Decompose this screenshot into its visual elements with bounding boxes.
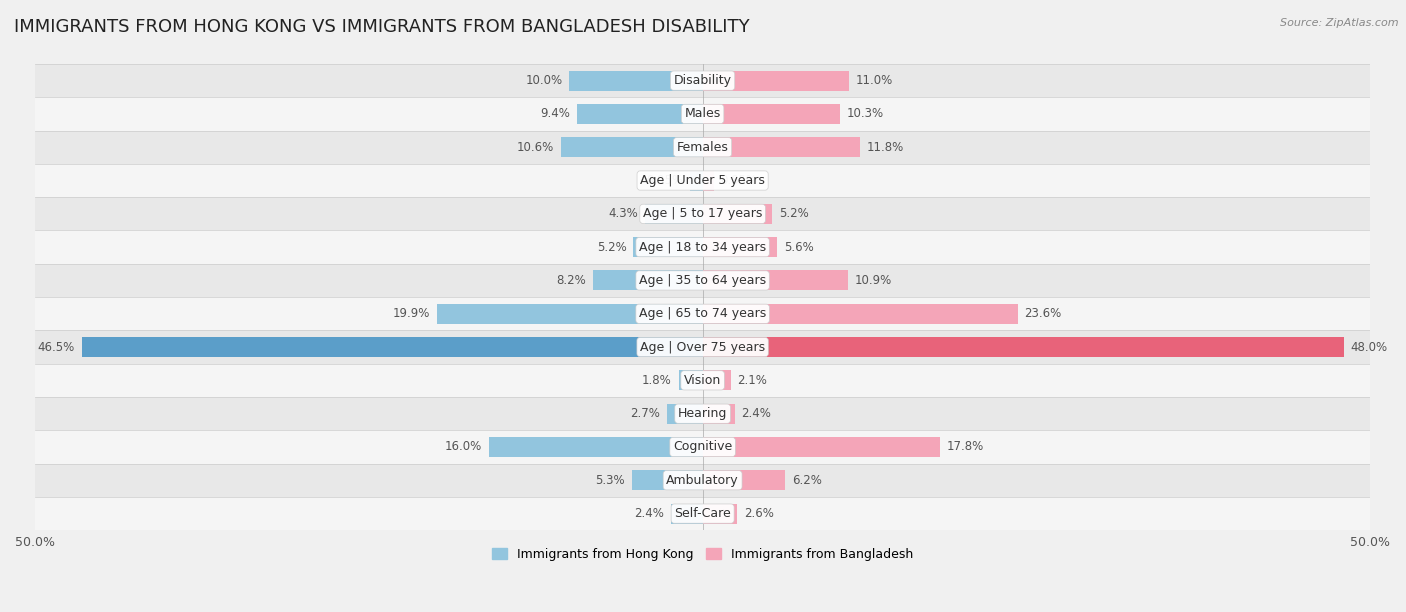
Text: Age | 18 to 34 years: Age | 18 to 34 years xyxy=(640,241,766,253)
Bar xyxy=(576,104,703,124)
Text: 10.6%: 10.6% xyxy=(517,141,554,154)
Text: 5.2%: 5.2% xyxy=(779,207,808,220)
Bar xyxy=(679,370,703,390)
Bar xyxy=(703,470,786,490)
Bar xyxy=(35,231,1371,264)
Text: 19.9%: 19.9% xyxy=(392,307,430,320)
Text: 10.3%: 10.3% xyxy=(846,108,884,121)
Text: 16.0%: 16.0% xyxy=(446,441,482,453)
Bar xyxy=(633,237,703,257)
Text: 17.8%: 17.8% xyxy=(948,441,984,453)
Text: Cognitive: Cognitive xyxy=(673,441,733,453)
Bar xyxy=(645,204,703,224)
Bar xyxy=(35,64,1371,97)
Bar xyxy=(703,171,714,190)
Bar xyxy=(35,364,1371,397)
Bar xyxy=(82,337,703,357)
Bar xyxy=(593,271,703,291)
Text: 48.0%: 48.0% xyxy=(1350,340,1388,354)
Text: Self-Care: Self-Care xyxy=(675,507,731,520)
Bar xyxy=(703,271,848,291)
Bar xyxy=(489,437,703,457)
Text: 5.6%: 5.6% xyxy=(785,241,814,253)
Text: Age | 35 to 64 years: Age | 35 to 64 years xyxy=(640,274,766,287)
Bar xyxy=(703,204,772,224)
Text: Ambulatory: Ambulatory xyxy=(666,474,740,487)
Bar xyxy=(703,404,735,424)
Bar xyxy=(35,297,1371,330)
Text: 4.3%: 4.3% xyxy=(609,207,638,220)
Bar xyxy=(35,164,1371,197)
Text: 11.8%: 11.8% xyxy=(868,141,904,154)
Text: Disability: Disability xyxy=(673,74,731,87)
Bar xyxy=(703,137,860,157)
Text: Age | 5 to 17 years: Age | 5 to 17 years xyxy=(643,207,762,220)
Text: Age | 65 to 74 years: Age | 65 to 74 years xyxy=(638,307,766,320)
Bar xyxy=(631,470,703,490)
Text: 9.4%: 9.4% xyxy=(540,108,571,121)
Bar xyxy=(437,304,703,324)
Bar xyxy=(561,137,703,157)
Bar xyxy=(671,504,703,524)
Bar xyxy=(35,97,1371,130)
Text: 2.7%: 2.7% xyxy=(630,407,659,420)
Bar xyxy=(703,504,737,524)
Bar xyxy=(35,330,1371,364)
Text: 5.2%: 5.2% xyxy=(596,241,627,253)
Bar xyxy=(35,130,1371,164)
Text: 2.6%: 2.6% xyxy=(744,507,773,520)
Text: 10.0%: 10.0% xyxy=(526,74,562,87)
Bar xyxy=(35,464,1371,497)
Text: Vision: Vision xyxy=(683,374,721,387)
Bar xyxy=(35,197,1371,231)
Text: 10.9%: 10.9% xyxy=(855,274,891,287)
Text: 6.2%: 6.2% xyxy=(792,474,823,487)
Text: 2.4%: 2.4% xyxy=(741,407,772,420)
Bar xyxy=(703,370,731,390)
Text: Source: ZipAtlas.com: Source: ZipAtlas.com xyxy=(1281,18,1399,28)
Bar xyxy=(703,304,1018,324)
Bar xyxy=(35,430,1371,464)
Text: 11.0%: 11.0% xyxy=(856,74,893,87)
Text: 1.8%: 1.8% xyxy=(643,374,672,387)
Bar xyxy=(703,104,841,124)
Text: 0.95%: 0.95% xyxy=(647,174,683,187)
Legend: Immigrants from Hong Kong, Immigrants from Bangladesh: Immigrants from Hong Kong, Immigrants fr… xyxy=(486,543,918,566)
Bar xyxy=(35,497,1371,530)
Text: 2.1%: 2.1% xyxy=(737,374,768,387)
Text: Age | Under 5 years: Age | Under 5 years xyxy=(640,174,765,187)
Text: 46.5%: 46.5% xyxy=(38,340,75,354)
Text: 23.6%: 23.6% xyxy=(1025,307,1062,320)
Bar xyxy=(703,437,941,457)
Bar xyxy=(666,404,703,424)
Text: Hearing: Hearing xyxy=(678,407,727,420)
Bar xyxy=(703,237,778,257)
Bar xyxy=(35,397,1371,430)
Text: 8.2%: 8.2% xyxy=(557,274,586,287)
Text: Age | Over 75 years: Age | Over 75 years xyxy=(640,340,765,354)
Bar xyxy=(703,70,849,91)
Text: Males: Males xyxy=(685,108,721,121)
Bar xyxy=(690,171,703,190)
Bar xyxy=(703,337,1344,357)
Text: 0.85%: 0.85% xyxy=(721,174,758,187)
Text: IMMIGRANTS FROM HONG KONG VS IMMIGRANTS FROM BANGLADESH DISABILITY: IMMIGRANTS FROM HONG KONG VS IMMIGRANTS … xyxy=(14,18,749,36)
Bar xyxy=(569,70,703,91)
Bar xyxy=(35,264,1371,297)
Text: 2.4%: 2.4% xyxy=(634,507,664,520)
Text: 5.3%: 5.3% xyxy=(596,474,626,487)
Text: Females: Females xyxy=(676,141,728,154)
